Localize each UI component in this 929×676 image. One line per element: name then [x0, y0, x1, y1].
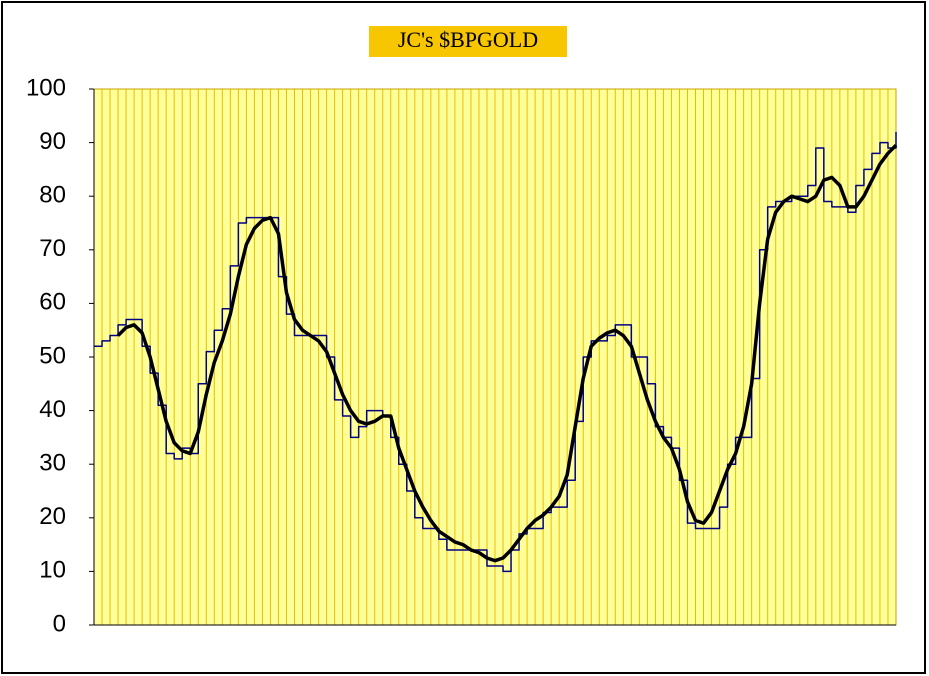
y-tick-label: 70	[39, 235, 66, 262]
y-tick-label: 80	[39, 182, 66, 209]
data-line	[116, 144, 898, 563]
y-tick-label: 60	[39, 289, 66, 316]
y-tick-label: 30	[39, 450, 66, 477]
y-tick-label: 90	[39, 128, 66, 155]
chart-title: JC's $BPGOLD	[398, 27, 538, 52]
y-tick-label: 0	[53, 610, 66, 637]
y-tick-label: 20	[39, 503, 66, 530]
data-line	[94, 131, 897, 573]
title-box	[369, 26, 567, 57]
y-tick-label: 100	[26, 74, 66, 101]
y-tick-label: 40	[39, 396, 66, 423]
y-tick-label: 10	[39, 557, 66, 584]
y-tick-label: 50	[39, 342, 66, 369]
